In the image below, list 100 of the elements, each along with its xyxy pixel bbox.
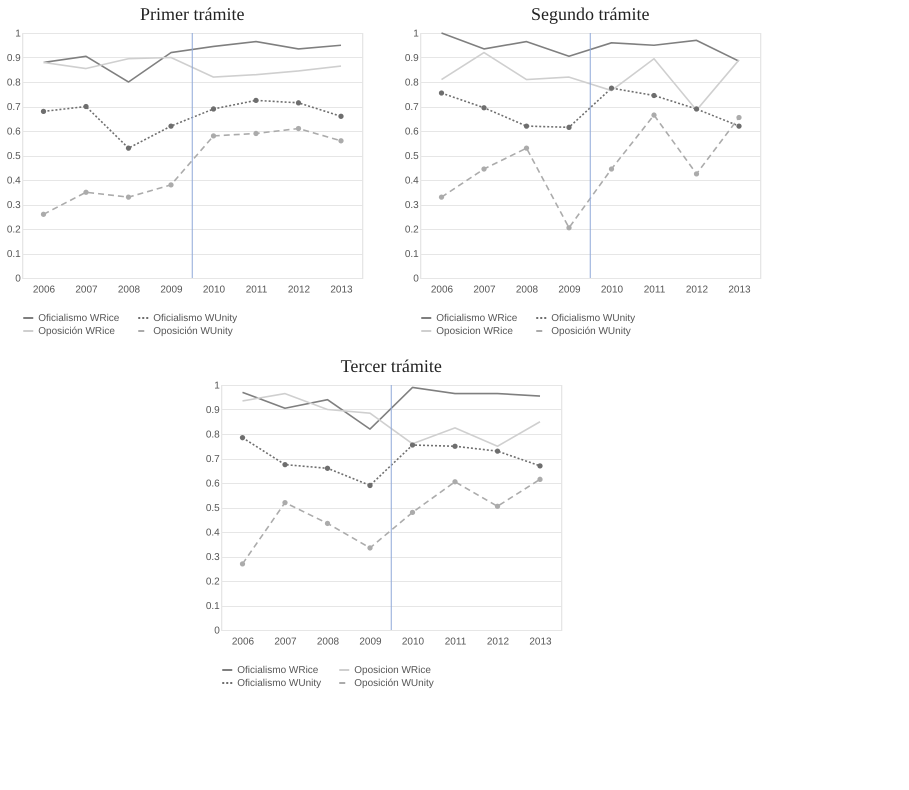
x-tick-label: 2012 — [486, 636, 510, 648]
point — [566, 124, 572, 130]
y-tick-label: 0 — [413, 274, 420, 284]
x-tick-label: 2011 — [444, 636, 467, 648]
point — [481, 105, 487, 110]
y-tick-label: 0.7 — [404, 102, 420, 113]
x-tick-label: 2012 — [288, 284, 311, 296]
y-tick-label: 0.5 — [6, 151, 22, 162]
x-tick-label: 2006 — [430, 284, 454, 296]
legend-label: Oficialismo WUnity — [237, 678, 322, 689]
point — [168, 182, 174, 188]
point — [253, 130, 259, 136]
point — [324, 520, 330, 526]
legend-label: Oficialismo WUnity — [551, 313, 636, 324]
line-series — [242, 386, 541, 430]
legend-label: Oposicion WRice — [354, 665, 432, 676]
point — [537, 463, 543, 468]
chart-title: Tercer trámite — [340, 356, 442, 376]
point — [338, 138, 344, 144]
y-tick-label: 0.1 — [404, 249, 420, 260]
x-tick-label: 2007 — [75, 284, 98, 296]
point — [494, 448, 500, 454]
point — [296, 126, 302, 132]
x-tick-label: 2009 — [359, 636, 382, 648]
y-tick-label: 0.6 — [6, 126, 22, 138]
x-tick-label: 2013 — [728, 284, 752, 296]
point — [410, 442, 416, 448]
y-tick-label: 0.4 — [6, 176, 22, 186]
y-tick-label: 0.9 — [404, 53, 420, 64]
x-tick-label: 2009 — [160, 284, 184, 296]
y-tick-label: 0.9 — [206, 405, 220, 416]
point — [651, 92, 657, 98]
y-tick-label: 0.5 — [206, 503, 220, 514]
point — [608, 166, 614, 172]
x-tick-label: 2007 — [274, 636, 298, 648]
legend-label: Oposición WUnity — [354, 678, 434, 689]
y-tick-label: 0.1 — [206, 601, 220, 612]
point — [126, 194, 132, 200]
point — [282, 462, 288, 468]
y-tick-label: 0.2 — [404, 224, 420, 236]
y-tick-label: 0.6 — [206, 478, 220, 490]
x-tick-label: 2013 — [529, 636, 552, 648]
y-tick-label: 1 — [413, 28, 420, 40]
y-tick-label: 0 — [214, 626, 220, 636]
point — [452, 479, 458, 484]
x-tick-label: 2012 — [686, 284, 709, 296]
chart-title: Segundo trámite — [531, 4, 650, 24]
x-tick-label: 2009 — [558, 284, 582, 296]
point — [367, 482, 373, 488]
legend-label: Oposicion WRice — [436, 326, 514, 337]
point — [282, 500, 288, 506]
point — [168, 123, 174, 129]
point — [694, 106, 700, 112]
point — [537, 476, 543, 482]
y-tick-label: 0 — [15, 274, 22, 284]
point — [410, 510, 416, 516]
x-tick-label: 2006 — [32, 284, 56, 296]
y-tick-label: 0.5 — [404, 151, 420, 162]
point — [240, 435, 246, 440]
x-tick-label: 2010 — [600, 284, 624, 296]
line-series — [440, 52, 740, 111]
y-tick-label: 0.9 — [6, 53, 22, 64]
legend-label: Oficialismo WRice — [237, 665, 319, 676]
point — [253, 98, 259, 104]
x-tick-label: 2008 — [118, 284, 141, 296]
x-tick-label: 2007 — [473, 284, 496, 296]
line-series — [42, 56, 342, 78]
point — [651, 112, 657, 118]
point — [240, 561, 246, 566]
point — [83, 190, 89, 195]
point — [367, 545, 373, 551]
point — [566, 225, 572, 230]
y-tick-label: 0.6 — [404, 126, 420, 138]
y-tick-label: 0.8 — [404, 78, 420, 88]
point — [736, 114, 742, 120]
line-series — [440, 32, 740, 62]
legend-label: Oficialismo WUnity — [153, 313, 238, 324]
point — [83, 104, 89, 110]
point — [494, 504, 500, 509]
y-tick-label: 0.1 — [6, 249, 22, 260]
y-tick-label: 0.7 — [6, 102, 22, 113]
point — [438, 90, 444, 96]
legend-label: Oposición WRice — [38, 326, 116, 337]
legend-label: Oposición WUnity — [153, 326, 233, 337]
x-tick-label: 2010 — [402, 636, 425, 648]
point — [452, 444, 458, 449]
y-tick-label: 0.8 — [206, 430, 220, 440]
x-tick-label: 2011 — [246, 284, 268, 296]
y-tick-label: 0.3 — [6, 200, 22, 211]
y-tick-label: 0.3 — [404, 200, 420, 211]
x-tick-label: 2006 — [232, 636, 255, 648]
point — [296, 100, 302, 106]
line-series — [242, 392, 541, 448]
point — [694, 171, 700, 177]
x-tick-label: 2008 — [516, 284, 539, 296]
point — [481, 166, 487, 172]
point — [524, 123, 530, 129]
chart-title: Primer trámite — [140, 4, 244, 24]
point — [524, 146, 530, 151]
y-tick-label: 1 — [15, 28, 22, 40]
